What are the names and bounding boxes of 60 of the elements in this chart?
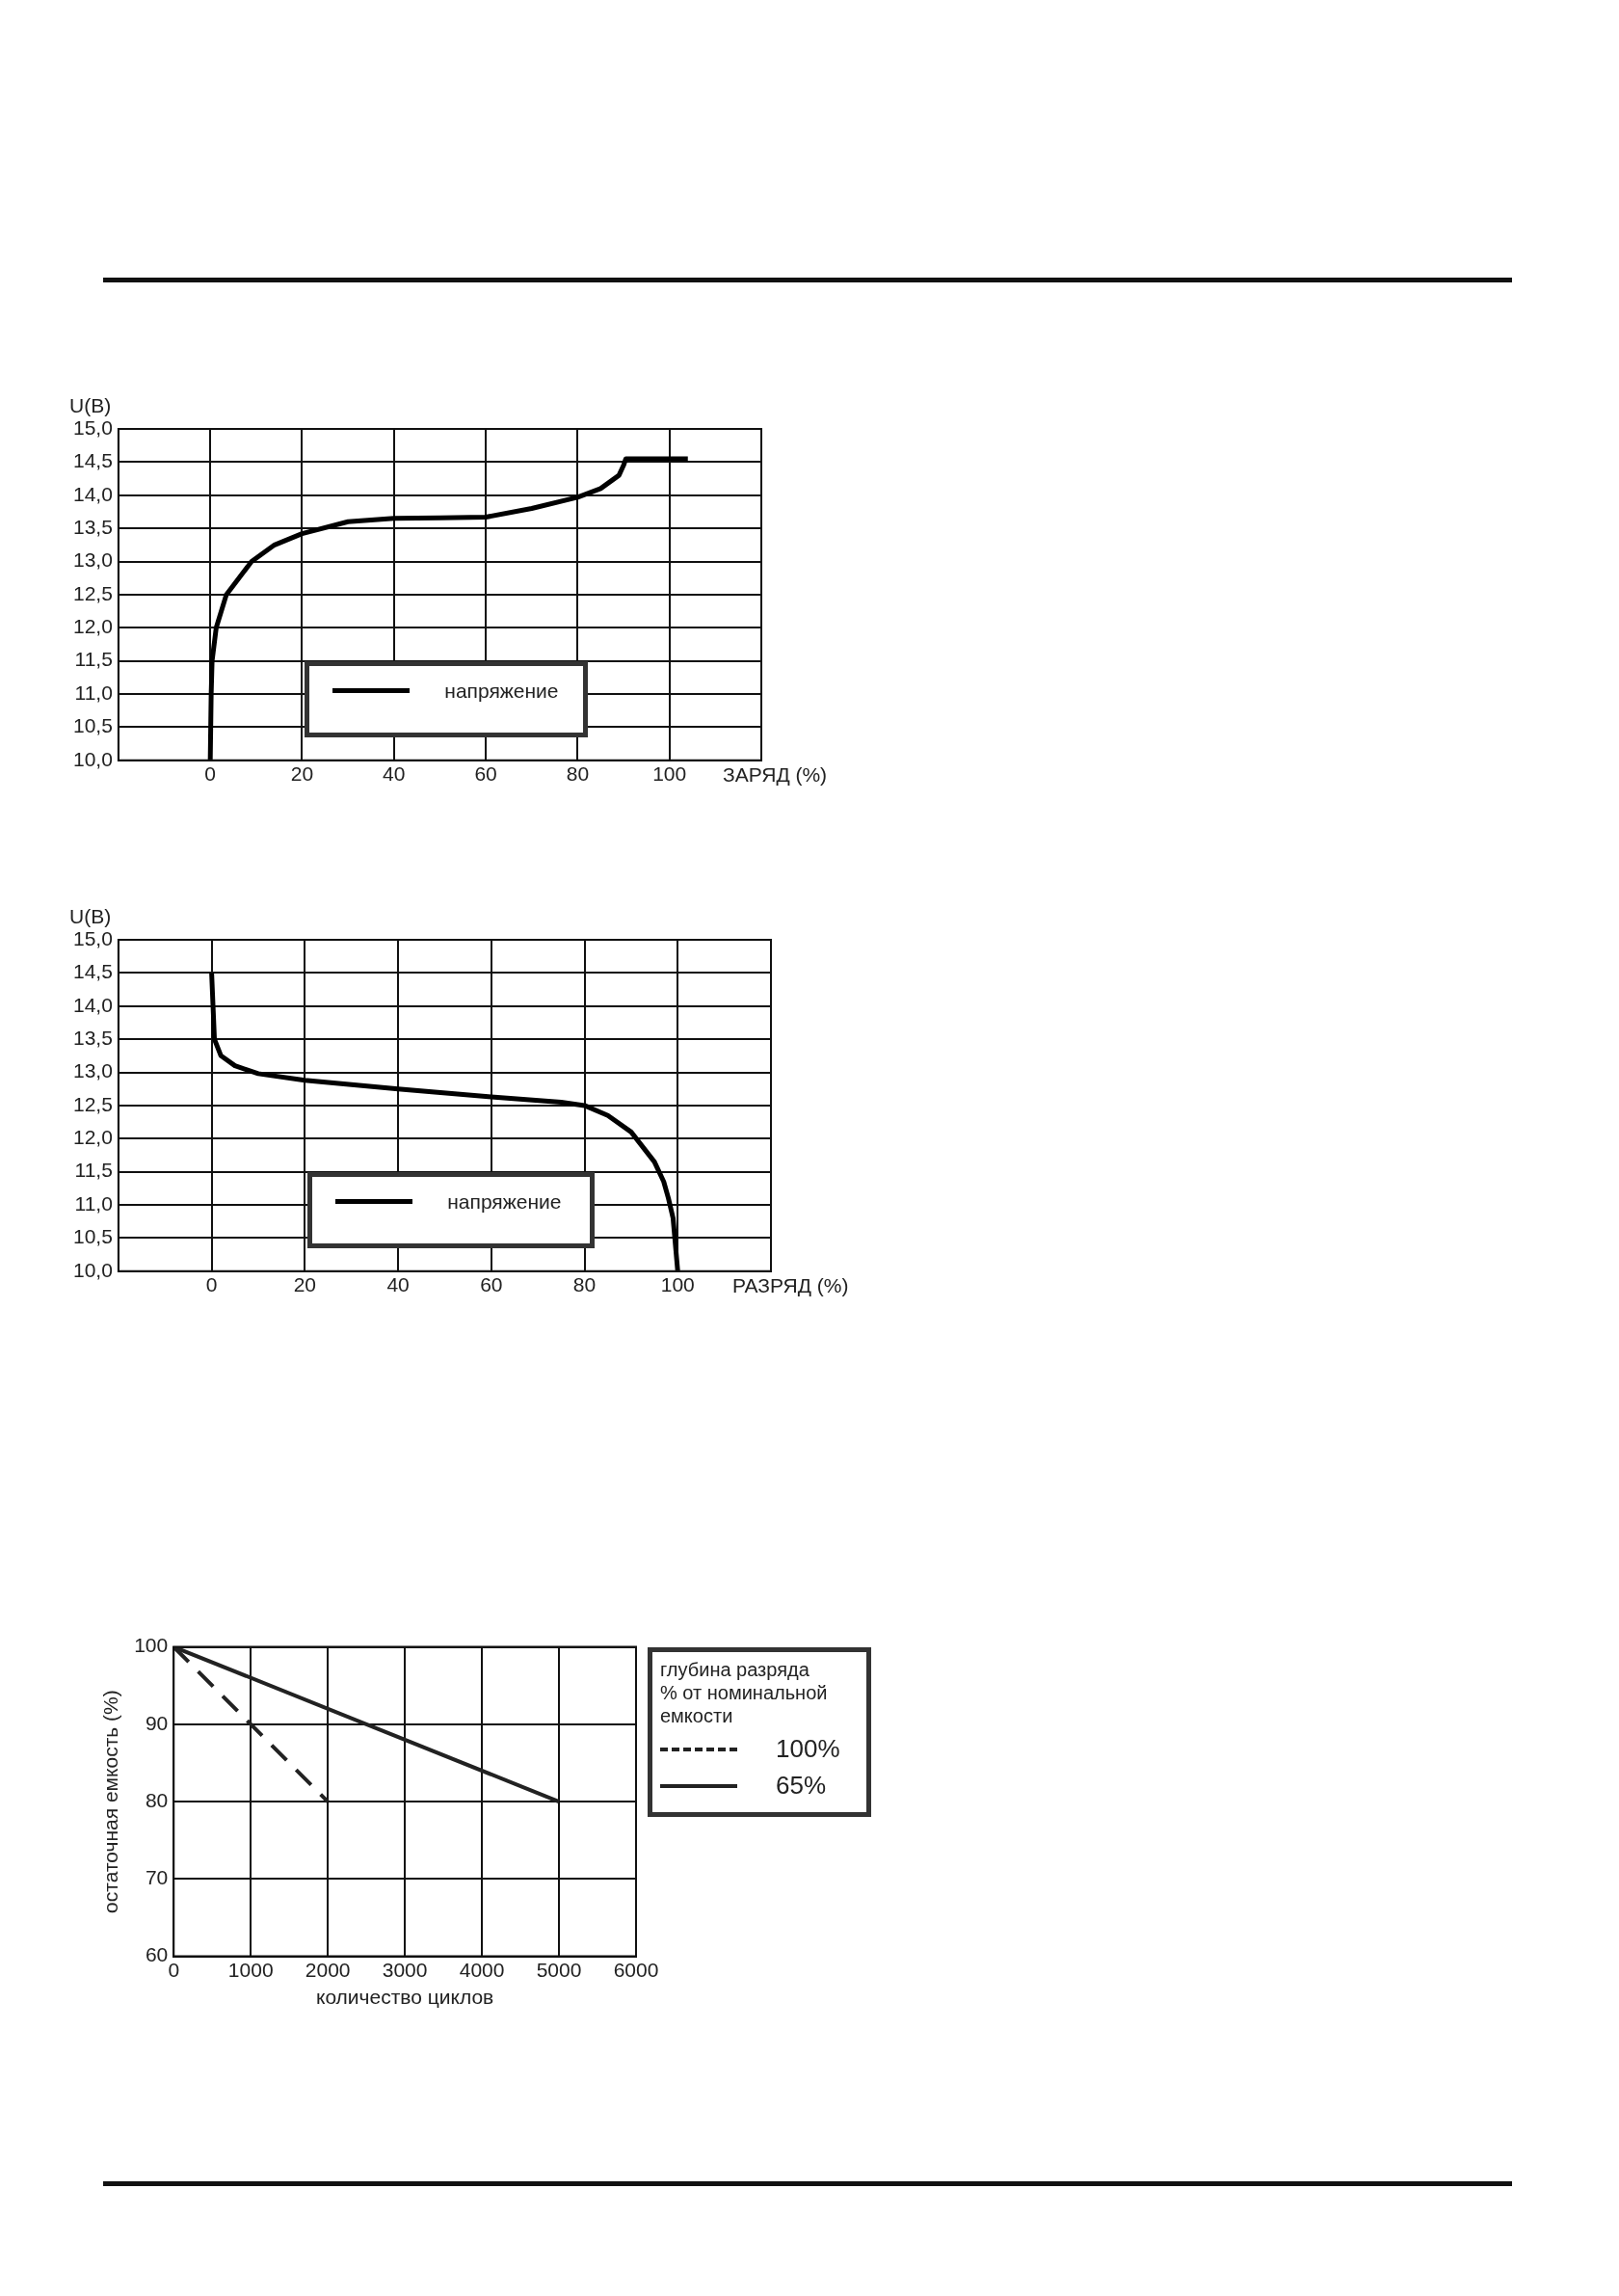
x-tick-label: 4000 <box>459 1959 505 1981</box>
x-tick-label: 5000 <box>536 1959 582 1981</box>
y-tick-label: 10,5 <box>73 1225 113 1248</box>
x-tick-label: 100 <box>660 1273 695 1296</box>
x-tick-label: 60 <box>474 762 497 786</box>
x-tick-label: 60 <box>480 1273 503 1296</box>
y-tick-label: 90 <box>145 1711 169 1734</box>
x-tick-label: 3000 <box>382 1959 428 1981</box>
x-tick-label: 40 <box>383 762 406 786</box>
x-tick-label: 80 <box>572 1273 597 1296</box>
legend-frame: глубина разряда % от номинальной емкости 100% 65% <box>648 1646 871 1817</box>
y-axis-title: остаточная емкость (%) <box>99 1690 122 1913</box>
legend-label: напряжение <box>447 1189 562 1214</box>
y-tick-label: 10,0 <box>73 1258 113 1281</box>
x-tick-label: 6000 <box>613 1959 659 1981</box>
y-tick-label: 14,0 <box>73 993 113 1016</box>
x-axis-title: ЗАРЯД (%) <box>723 763 828 787</box>
y-tick-label: 12,5 <box>73 581 113 604</box>
y-tick-label: 15,0 <box>73 926 113 949</box>
y-tick-label: 12,0 <box>73 1126 113 1149</box>
x-tick-label: 2000 <box>305 1959 351 1981</box>
x-tick-label: 80 <box>566 762 590 786</box>
y-tick-label: 13,5 <box>73 1026 113 1049</box>
x-tick-label: 20 <box>290 762 314 786</box>
legend-label: 65% <box>776 1771 827 1802</box>
y-tick-label: 11,5 <box>74 648 113 671</box>
y-axis-title: U(B) <box>69 394 112 417</box>
y-tick-label: 15,0 <box>73 415 113 439</box>
y-tick-label: 11,5 <box>74 1159 113 1182</box>
y-tick-label: 12,5 <box>73 1092 113 1115</box>
x-tick-label: 20 <box>293 1273 317 1296</box>
legend-label: напряжение <box>444 679 559 703</box>
x-axis-title: РАЗРЯД (%) <box>732 1274 849 1297</box>
x-tick-label: 0 <box>168 1959 180 1981</box>
y-tick-label: 13,5 <box>73 515 113 538</box>
y-tick-label: 12,0 <box>73 615 113 638</box>
y-axis-title: U(B) <box>69 905 112 928</box>
x-tick-label: 1000 <box>227 1959 274 1981</box>
x-tick-label: 0 <box>205 1273 218 1296</box>
y-tick-label: 14,5 <box>73 449 113 472</box>
legend-title: глубина разряда % от номинальной емкости <box>660 1657 829 1727</box>
x-axis-title: количество циклов <box>315 1986 494 2009</box>
y-tick-label: 70 <box>145 1866 169 1889</box>
x-tick-label: 40 <box>386 1273 410 1296</box>
y-tick-label: 11,0 <box>74 1191 113 1215</box>
legend-label: 100% <box>776 1734 840 1765</box>
y-tick-label: 10,0 <box>73 747 113 770</box>
x-tick-label: 0 <box>204 762 217 786</box>
y-tick-label: 100 <box>134 1634 169 1657</box>
y-tick-label: 13,0 <box>73 548 113 572</box>
y-tick-label: 10,5 <box>73 714 113 737</box>
x-tick-label: 100 <box>652 762 687 786</box>
y-tick-label: 13,0 <box>73 1059 113 1082</box>
y-tick-label: 60 <box>145 1943 169 1966</box>
y-tick-label: 14,5 <box>73 960 113 983</box>
legend-frame: напряжение <box>305 660 588 737</box>
legend-frame: напряжение <box>307 1171 596 1248</box>
y-tick-label: 11,0 <box>74 681 113 704</box>
y-tick-label: 80 <box>145 1788 169 1811</box>
y-tick-label: 14,0 <box>73 482 113 505</box>
